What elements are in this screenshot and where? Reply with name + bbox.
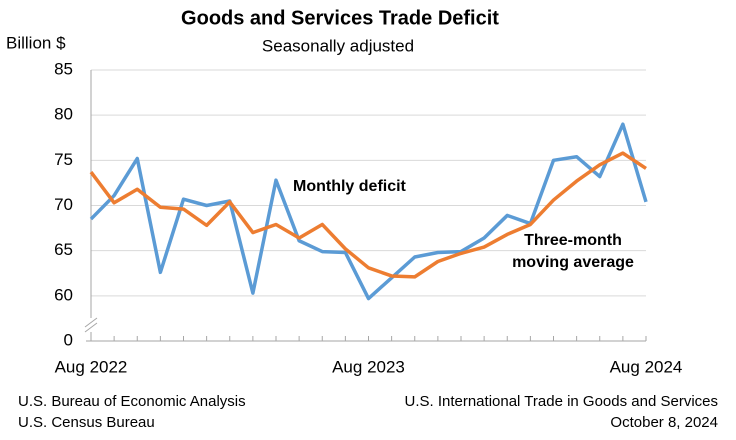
series-label: Three-month (524, 232, 622, 249)
chart-title: Goods and Services Trade Deficit (181, 7, 499, 29)
series-label: Monthly deficit (293, 178, 407, 195)
series-label: moving average (512, 254, 634, 271)
y-tick-label: 80 (54, 105, 73, 124)
y-tick-label: 85 (54, 59, 73, 78)
y-tick-label: 70 (54, 195, 73, 214)
footer-text: U.S. Census Bureau (18, 414, 155, 431)
y-tick-label: 60 (54, 285, 73, 304)
data-line (89, 122, 648, 301)
x-tick-label: Aug 2024 (610, 357, 683, 376)
y-axis-label: Billion $ (6, 33, 66, 52)
x-tick-label: Aug 2022 (55, 357, 128, 376)
data-line (89, 151, 647, 279)
x-tick-label: Aug 2023 (332, 357, 405, 376)
axis-break-gap (85, 318, 97, 332)
chart-subtitle: Seasonally adjusted (262, 36, 414, 55)
y-tick-label: 65 (54, 240, 73, 259)
axis-break (84, 317, 98, 333)
footer-text: U.S. International Trade in Goods and Se… (404, 393, 718, 410)
y-tick-label: 75 (54, 150, 73, 169)
footer-text: U.S. Bureau of Economic Analysis (18, 393, 246, 410)
y-tick-label: 0 (64, 330, 73, 349)
footer-text: October 8, 2024 (610, 414, 718, 431)
